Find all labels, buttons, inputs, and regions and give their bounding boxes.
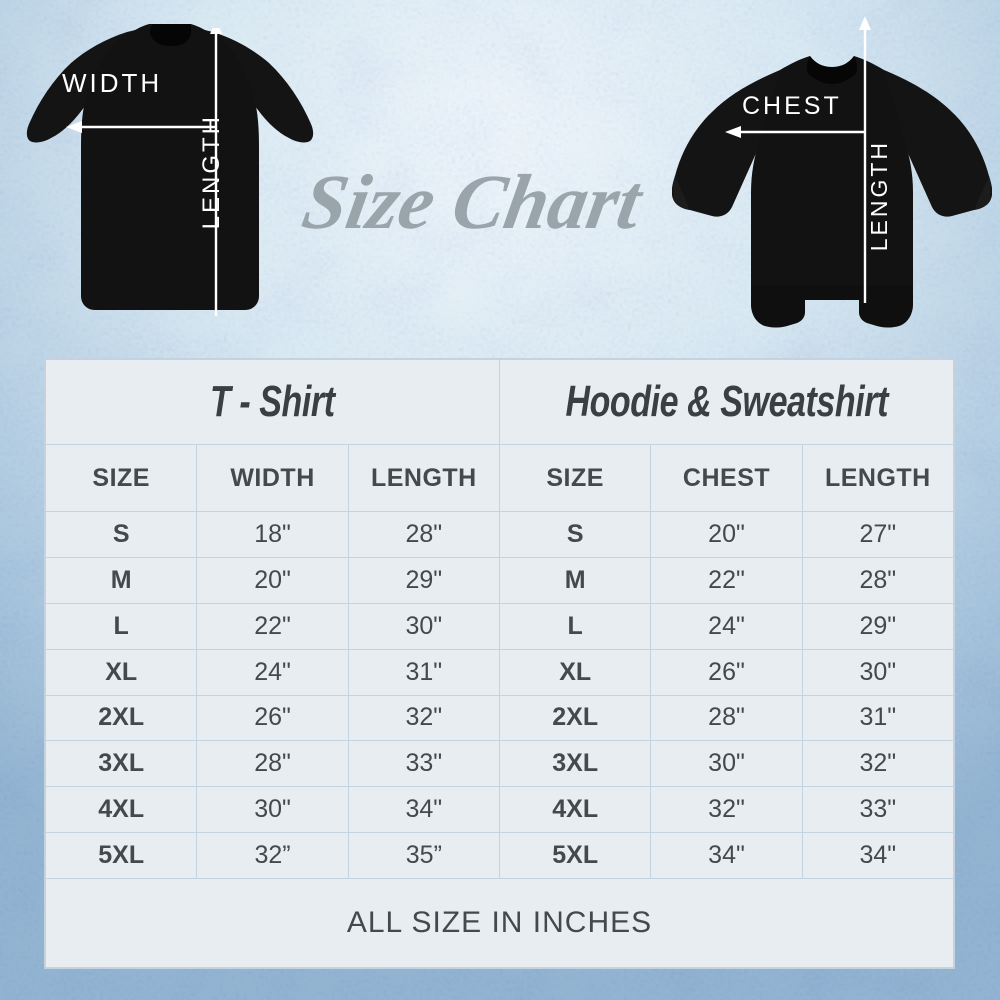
- svg-text:Size Chart: Size Chart: [296, 160, 649, 246]
